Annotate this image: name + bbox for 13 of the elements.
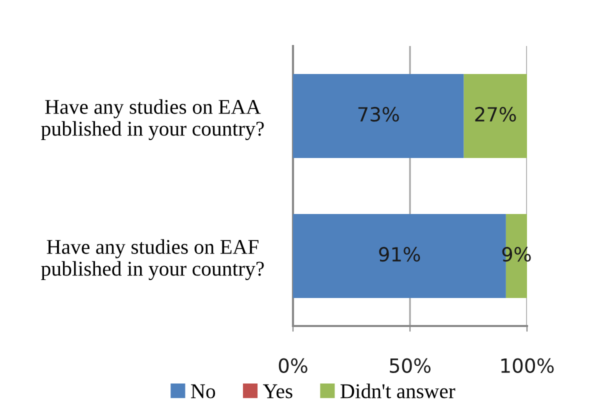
legend-label: No xyxy=(191,384,216,398)
bar xyxy=(464,74,527,158)
data-label: 73% xyxy=(358,106,399,122)
x-tick-label: 0% xyxy=(278,358,308,373)
legend-label: Didn't answer xyxy=(340,384,456,398)
y-tick-label: Have any studies on EAA published in your country? xyxy=(41,99,264,140)
y-tick-label: Have any studies on EAF published in your country? xyxy=(41,239,264,280)
x-tick-label: 100% xyxy=(501,358,554,373)
bar xyxy=(293,74,464,158)
x-tick-label: 50% xyxy=(390,358,431,373)
data-label: 91% xyxy=(379,246,420,262)
legend-label: Yes xyxy=(262,384,292,398)
data-label: 27% xyxy=(475,106,516,122)
